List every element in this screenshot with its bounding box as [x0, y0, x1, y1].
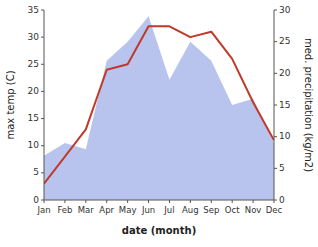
y-tick	[41, 91, 44, 92]
x-tick	[64, 200, 65, 203]
x-tick-label: Apr	[99, 205, 114, 215]
x-tick	[85, 200, 86, 203]
y2-tick-label: 25	[279, 36, 290, 46]
y2-tick	[274, 10, 277, 11]
y-tick	[41, 10, 44, 11]
y-tick-label: 15	[28, 113, 39, 123]
y2-tick	[274, 73, 277, 74]
precip-area	[44, 16, 274, 200]
x-tick-label: Jan	[36, 205, 50, 215]
x-tick-label: Aug	[182, 205, 199, 215]
x-tick	[253, 200, 254, 203]
y2-tick-label: 15	[279, 100, 290, 110]
y-tick-label: 5	[33, 167, 39, 177]
x-tick-label: Jun	[141, 205, 155, 215]
x-tick-label: Feb	[57, 205, 72, 215]
y-tick-label: 35	[28, 5, 39, 15]
x-tick-label: Oct	[225, 205, 240, 215]
y2-tick-label: 30	[279, 5, 291, 15]
y-tick	[41, 37, 44, 38]
x-tick-label: Jul	[163, 205, 174, 215]
y2-tick-label: 5	[279, 163, 285, 173]
y2-tick-label: 0	[279, 195, 285, 205]
x-tick-label: Sep	[203, 205, 219, 215]
x-tick	[169, 200, 170, 203]
y2-tick	[274, 168, 277, 169]
x-axis-label: date (month)	[122, 225, 196, 236]
x-tick	[148, 200, 149, 203]
x-tick	[274, 200, 275, 203]
y2-axis-label: med. precipitation (kg/m2)	[303, 38, 314, 172]
y-axis-line	[44, 10, 45, 200]
y-tick	[41, 64, 44, 65]
y-tick-label: 20	[28, 86, 40, 96]
y-tick-label: 25	[28, 59, 39, 69]
x-tick	[44, 200, 45, 203]
y-tick	[41, 118, 44, 119]
y2-tick	[274, 41, 277, 42]
x-tick	[211, 200, 212, 203]
x-tick-label: Mar	[78, 205, 95, 215]
y-tick-label: 0	[33, 195, 39, 205]
x-tick-label: May	[119, 205, 137, 215]
x-tick-label: Dec	[266, 205, 283, 215]
plot-area	[44, 16, 274, 200]
y-tick	[41, 172, 44, 173]
y-tick	[41, 145, 44, 146]
y-tick-label: 30	[28, 32, 40, 42]
axes: 0 5 10 15 20 25 30 35 0 5 10 15 20 25 30 Jan Feb Mar Apr Ma…	[28, 5, 291, 216]
x-tick-label: Nov	[245, 205, 262, 215]
x-tick	[127, 200, 128, 203]
y2-tick-label: 20	[279, 68, 291, 78]
y2-tick	[274, 105, 277, 106]
y2-tick-label: 10	[279, 131, 291, 141]
temp-line	[44, 26, 274, 183]
y-axis-label: max temp (C)	[5, 70, 16, 139]
chart: 0 5 10 15 20 25 30 35 0 5 10 15 20 25 30 Jan Feb Mar Apr Ma…	[0, 0, 318, 247]
x-tick	[232, 200, 233, 203]
y2-tick	[274, 136, 277, 137]
y-tick-label: 10	[28, 140, 40, 150]
x-tick	[190, 200, 191, 203]
x-axis-line	[44, 200, 274, 201]
x-tick	[106, 200, 107, 203]
